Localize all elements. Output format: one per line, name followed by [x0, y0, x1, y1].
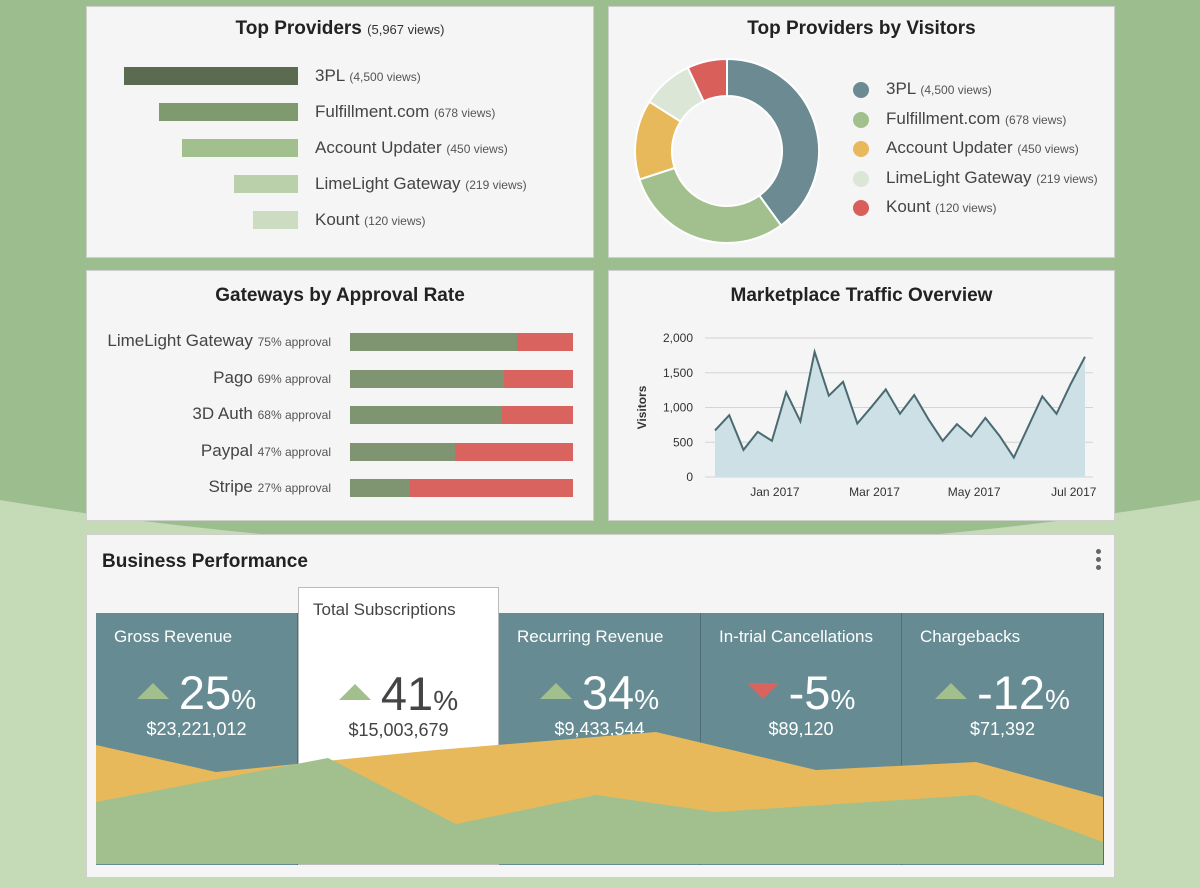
legend-dot-icon — [853, 200, 869, 216]
kpi-value: -5% — [701, 666, 901, 727]
top-providers-card: Top Providers (5,967 views) 3PL (4,500 v… — [86, 6, 594, 258]
provider-label: Account Updater (450 views) — [315, 138, 508, 157]
kpi-value: -12% — [902, 666, 1103, 727]
more-options-icon[interactable] — [1094, 549, 1102, 573]
provider-bar[interactable] — [234, 175, 298, 193]
kpi-amount: $9,433,544 — [554, 719, 645, 739]
y-tick-label: 500 — [673, 435, 693, 449]
gateway-label: 3D Auth 68% approval — [192, 404, 331, 423]
legend-label: Kount (120 views) — [886, 197, 997, 216]
provider-bar[interactable] — [124, 67, 298, 85]
trend-up-icon — [338, 683, 371, 700]
kpi-recurring-revenue[interactable]: Recurring Revenue 34% $9,433,544 — [499, 613, 701, 865]
kpi-amount: $89,120 — [768, 719, 834, 739]
donut-slice[interactable] — [686, 57, 728, 103]
provider-row: LimeLight Gateway (219 views) — [87, 174, 593, 194]
approval-bar[interactable] — [350, 369, 573, 388]
kpi-in-trial-cancellations[interactable]: In-trial Cancellations -5% $89,120 — [701, 613, 902, 865]
legend-dot-icon — [853, 111, 869, 128]
kpi-label: In-trial Cancellations — [719, 627, 874, 646]
y-tick-label: 1,000 — [663, 401, 693, 415]
provider-row: 3PL (4,500 views) — [87, 66, 593, 86]
legend-label: Fulfillment.com (678 views) — [886, 108, 1067, 128]
y-tick-label: 0 — [686, 470, 693, 484]
trend-up-icon — [136, 682, 169, 699]
provider-label: Kount (120 views) — [315, 210, 426, 229]
approval-bar[interactable] — [350, 333, 573, 351]
donut-slice[interactable] — [726, 57, 820, 227]
approval-fill — [350, 406, 502, 424]
approval-bar[interactable] — [350, 406, 573, 424]
approval-fill — [350, 442, 455, 461]
kpi-amount: $15,003,679 — [348, 720, 449, 740]
trend-down-icon — [746, 682, 779, 699]
traffic-card: Marketplace Traffic Overview 0 500 1,000 1,… — [608, 270, 1115, 521]
gateway-label: LimeLight Gateway 75% approval — [107, 331, 331, 350]
approval-fill — [350, 479, 411, 497]
y-tick-label: 1,500 — [663, 366, 693, 380]
legend-label: 3PL (4,500 views) — [886, 79, 992, 98]
y-axis-label: Visitors — [635, 385, 649, 429]
providers-by-visitors-title: Top Providers by Visitors — [747, 18, 976, 39]
provider-row: Fulfillment.com (678 views) — [87, 102, 593, 122]
gateways-card: Gateways by Approval Rate LimeLight Gate… — [86, 270, 594, 521]
y-tick-label: 2,000 — [663, 331, 693, 345]
top-providers-title: Top Providers (5,967 views) — [235, 18, 445, 39]
kpi-value: 41% — [299, 667, 498, 728]
visitors-donut-chart — [634, 57, 820, 244]
provider-label: 3PL (4,500 views) — [315, 66, 421, 85]
approval-bar[interactable] — [350, 479, 573, 497]
gateways-title: Gateways by Approval Rate — [215, 285, 465, 306]
kpi-label: Chargebacks — [920, 627, 1021, 646]
kpi-label: Recurring Revenue — [517, 627, 664, 646]
x-tick-label: Mar 2017 — [849, 485, 900, 499]
legend-dot-icon — [853, 141, 869, 157]
provider-row: Kount (120 views) — [87, 210, 593, 230]
kpi-label: Gross Revenue — [114, 627, 233, 646]
kpi-amount: $71,392 — [969, 719, 1036, 739]
approval-bar[interactable] — [350, 442, 573, 461]
provider-bar[interactable] — [182, 139, 298, 157]
legend-label: LimeLight Gateway (219 views) — [886, 167, 1098, 187]
business-performance-title: Business Performance — [102, 551, 308, 572]
kpi-amount: $23,221,012 — [146, 719, 247, 739]
x-tick-label: Jul 2017 — [1051, 485, 1097, 499]
provider-label: Fulfillment.com (678 views) — [315, 102, 496, 121]
approval-fill — [350, 369, 504, 388]
x-tick-label: May 2017 — [948, 485, 1001, 499]
kpi-total-subscriptions[interactable]: Total Subscriptions 41% $15,003,679 — [298, 587, 499, 865]
trend-up-icon — [539, 682, 572, 699]
provider-bar[interactable] — [253, 211, 298, 229]
x-tick-label: Jan 2017 — [750, 485, 800, 499]
providers-by-visitors-card: Top Providers by Visitors 3PL (4,500 vie… — [608, 6, 1115, 258]
kpi-chargebacks[interactable]: Chargebacks -12% $71,392 — [902, 613, 1104, 865]
traffic-title: Marketplace Traffic Overview — [730, 285, 993, 306]
legend-label: Account Updater (450 views) — [886, 138, 1079, 157]
provider-bar[interactable] — [159, 103, 298, 121]
kpi-value: 34% — [499, 666, 700, 727]
approval-fill — [350, 333, 518, 351]
legend-dot-icon — [853, 82, 869, 98]
legend-dot-icon — [853, 170, 869, 187]
kpi-value: 25% — [96, 666, 297, 727]
trend-up-icon — [935, 682, 968, 699]
gateway-label: Paypal 47% approval — [200, 440, 331, 460]
provider-label: LimeLight Gateway (219 views) — [315, 174, 527, 193]
kpi-gross-revenue[interactable]: Gross Revenue 25% $23,221,012 — [96, 613, 298, 865]
donut-slice[interactable] — [638, 166, 783, 244]
gateway-label: Stripe 27% approval — [208, 477, 331, 496]
business-performance-card: Business Performance Gross Revenue 25% $23… — [86, 534, 1115, 878]
provider-row: Account Updater (450 views) — [87, 138, 593, 158]
traffic-area-chart: 0 500 1,000 1,500 2,000 Jan 2017 Mar 2017 May 2… — [635, 331, 1097, 499]
gateway-label: Pago 69% approval — [213, 367, 331, 387]
kpi-label: Total Subscriptions — [313, 600, 456, 619]
